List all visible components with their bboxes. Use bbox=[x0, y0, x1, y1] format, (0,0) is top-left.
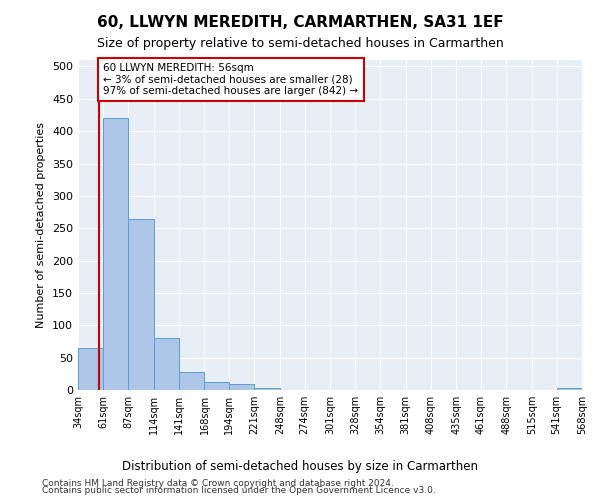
Bar bbox=[128, 218, 154, 390]
Bar bbox=[103, 118, 128, 390]
Text: 60, LLWYN MEREDITH, CARMARTHEN, SA31 1EF: 60, LLWYN MEREDITH, CARMARTHEN, SA31 1EF bbox=[97, 15, 503, 30]
Y-axis label: Number of semi-detached properties: Number of semi-detached properties bbox=[37, 122, 46, 328]
Bar bbox=[229, 384, 254, 390]
Bar bbox=[205, 382, 229, 390]
Text: 60 LLWYN MEREDITH: 56sqm
← 3% of semi-detached houses are smaller (28)
97% of se: 60 LLWYN MEREDITH: 56sqm ← 3% of semi-de… bbox=[103, 63, 359, 96]
Text: Distribution of semi-detached houses by size in Carmarthen: Distribution of semi-detached houses by … bbox=[122, 460, 478, 473]
Text: Contains public sector information licensed under the Open Government Licence v3: Contains public sector information licen… bbox=[42, 486, 436, 495]
Bar bbox=[78, 348, 103, 390]
Text: Contains HM Land Registry data © Crown copyright and database right 2024.: Contains HM Land Registry data © Crown c… bbox=[42, 478, 394, 488]
Text: Size of property relative to semi-detached houses in Carmarthen: Size of property relative to semi-detach… bbox=[97, 38, 503, 51]
Bar bbox=[557, 388, 582, 390]
Bar bbox=[179, 372, 205, 390]
Bar bbox=[254, 388, 280, 390]
Bar bbox=[154, 338, 179, 390]
